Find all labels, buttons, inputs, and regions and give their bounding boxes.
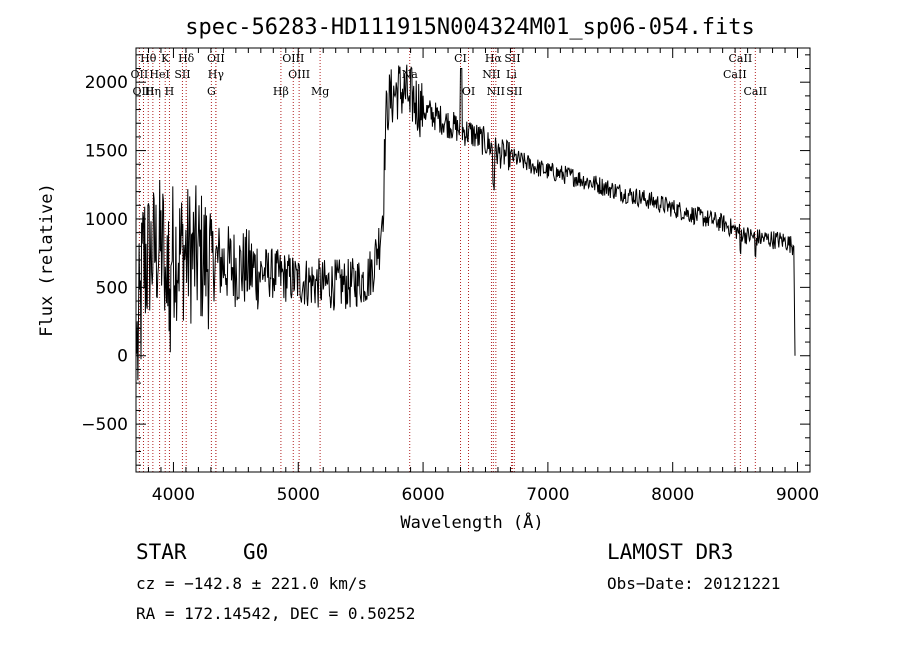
spectrum-series-line [135, 64, 796, 381]
plot-frame [135, 47, 811, 473]
x-tick-label: 9000 [776, 485, 819, 505]
spectral-line-label: OIII [288, 68, 310, 81]
x-tick-label: 5000 [277, 485, 320, 505]
spectral-line-label: Li [506, 68, 517, 81]
y-tick-label: 0 [117, 347, 128, 367]
spectral-line-label: Mg [311, 85, 329, 98]
redshift-velocity: cz = −142.8 ± 221.0 km/s [136, 574, 368, 593]
coordinates: RA = 172.14542, DEC = 0.50252 [136, 604, 416, 623]
observation-date: Obs−Date: 20121221 [607, 574, 781, 593]
spectral-line-label: Hη [145, 85, 161, 98]
survey-name: LAMOST DR3 [607, 540, 734, 564]
spectral-line-label: CaII [729, 52, 753, 65]
spectral-line-label: OII [131, 68, 149, 81]
object-class: STAR [136, 540, 187, 564]
spectral-line-label: SII [504, 52, 520, 65]
object-subclass: G0 [243, 540, 269, 564]
spectral-line-label: OIII [132, 85, 154, 98]
y-axis-ticks: −500 0 500 1000 1500 2000 [81, 54, 810, 466]
spectral-line-label: G [207, 85, 216, 98]
spectral-line-label: Hθ [140, 52, 157, 65]
spectral-line-label: CaII [743, 85, 767, 98]
spectral-line-label: CI [454, 52, 467, 65]
x-tick-label: 7000 [526, 485, 569, 505]
spectral-line-label: SII [174, 68, 190, 81]
y-tick-label: 500 [96, 278, 128, 298]
spectral-line-label: OI [462, 85, 475, 98]
spectral-line-label: Hδ [178, 52, 195, 65]
x-tick-label: 4000 [152, 485, 195, 505]
y-tick-label: 1500 [85, 142, 128, 162]
y-axis-label: Flux (relative) [37, 183, 57, 337]
chart-title: spec-56283-HD111915N004324M01_sp06-054.f… [185, 15, 755, 40]
spectral-line-label: Hγ [208, 68, 225, 81]
x-axis-ticks: 4000 5000 6000 7000 8000 9000 [147, 48, 819, 505]
spectral-line-label: Hβ [273, 85, 289, 98]
x-tick-label: 6000 [401, 485, 444, 505]
y-tick-label: −500 [81, 415, 128, 435]
spectral-line-label: OII [207, 52, 225, 65]
spectral-line-label: SII [506, 85, 522, 98]
x-tick-label: 8000 [651, 485, 694, 505]
spectral-line-label: HeI [149, 68, 169, 81]
spectral-line-label: NII [482, 68, 500, 81]
spectral-line-label: OIII [282, 52, 304, 65]
spectral-line-label: NII [487, 85, 505, 98]
x-axis-label: Wavelength (Å) [400, 511, 543, 533]
spectral-line-label: K [161, 52, 170, 65]
spectral-line-label: H [165, 85, 175, 98]
y-tick-label: 1000 [85, 210, 128, 230]
spectral-line-label: Hα [485, 52, 503, 65]
spectral-line-label: CaII [723, 68, 747, 81]
y-tick-label: 2000 [85, 73, 128, 93]
